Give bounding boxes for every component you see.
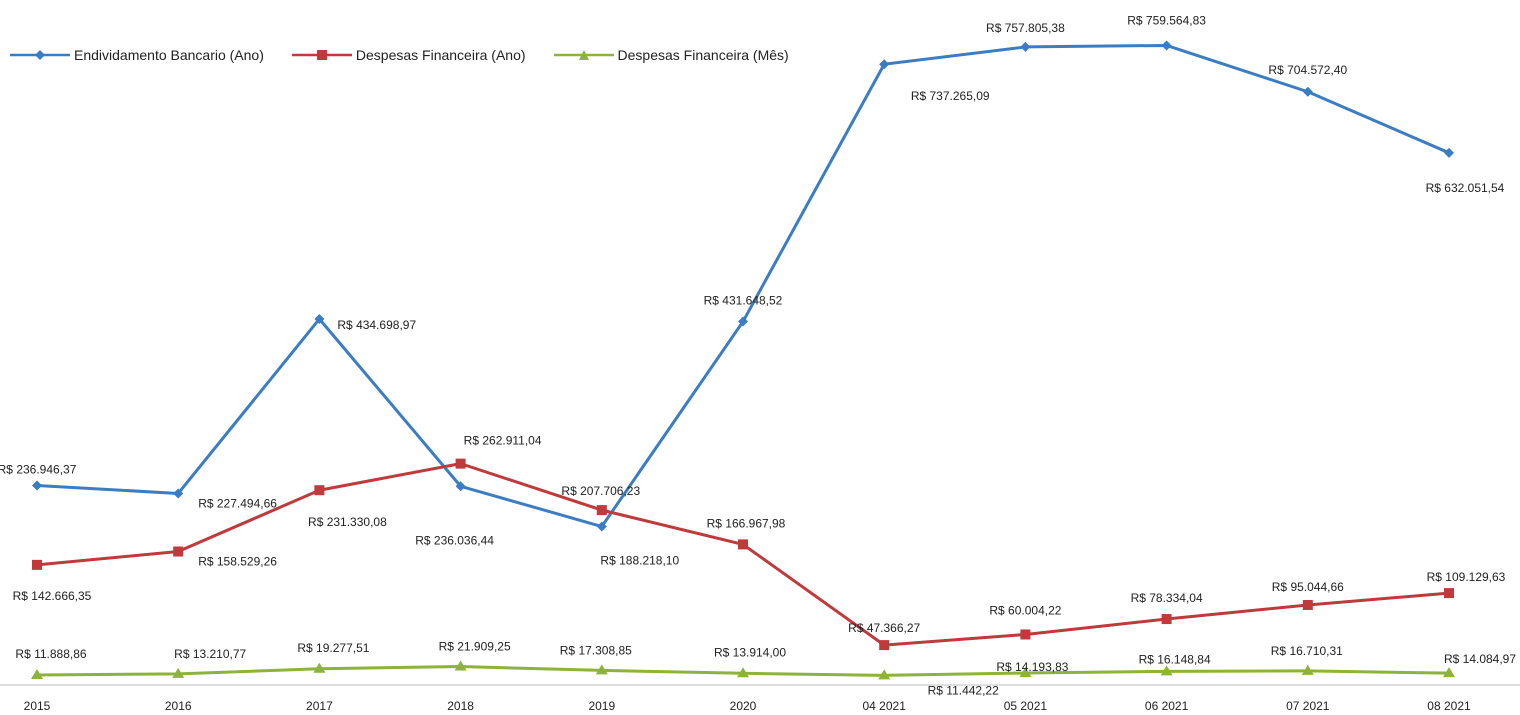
legend-label-despesas-ano: Despesas Financeira (Ano)	[355, 47, 526, 63]
data-label: R$ 13.210,77	[174, 647, 246, 661]
data-point	[173, 546, 184, 557]
legend: Endividamento Bancario (Ano) Despesas Fi…	[10, 47, 789, 63]
x-tick-label: 2015	[24, 699, 51, 713]
data-point	[595, 664, 608, 675]
x-tick-label: 2016	[165, 699, 192, 713]
x-tick-label: 2018	[447, 699, 474, 713]
data-label: R$ 431.648,52	[704, 294, 783, 308]
data-point	[1020, 41, 1031, 52]
data-label: R$ 95.044,66	[1272, 580, 1344, 594]
data-label: R$ 236.946,37	[0, 462, 77, 476]
data-label: R$ 16.148,84	[1139, 652, 1211, 666]
data-label: R$ 262.911,04	[464, 434, 542, 448]
data-label: R$ 166.967,98	[707, 516, 786, 530]
data-label: R$ 227.494,66	[198, 496, 277, 510]
legend-marker-endividamento	[10, 50, 70, 60]
data-point	[737, 667, 749, 678]
data-point	[738, 539, 748, 550]
data-point	[172, 667, 185, 678]
data-label: R$ 11.888,86	[15, 647, 86, 661]
data-label: R$ 158.529,26	[198, 555, 277, 569]
data-label: R$ 737.265,09	[911, 89, 990, 103]
data-point	[1160, 665, 1173, 676]
data-label: R$ 759.564,83	[1127, 13, 1206, 27]
data-point	[738, 316, 748, 327]
data-label: R$ 188.218,10	[600, 554, 679, 568]
x-tick-label: 2020	[730, 699, 757, 713]
data-point	[596, 521, 607, 532]
data-label: R$ 14.193,83	[996, 660, 1068, 674]
legend-marker-despesas-ano	[291, 50, 352, 60]
data-point	[31, 668, 43, 679]
legend-label-endividamento: Endividamento Bancario (Ano)	[74, 47, 264, 63]
data-label: R$ 632.051,54	[1426, 181, 1505, 195]
data-label: R$ 47.366,27	[848, 621, 920, 635]
data-label: R$ 434.698,97	[337, 318, 416, 332]
data-label: R$ 704.572,40	[1268, 63, 1347, 77]
x-tick-label: 2017	[306, 699, 333, 713]
x-tick-label: 06 2021	[1145, 699, 1189, 713]
data-label: R$ 231.330,08	[308, 515, 387, 529]
x-tick-label: 2019	[588, 699, 615, 713]
x-tick-label: 07 2021	[1286, 699, 1330, 713]
data-label: R$ 14.084,97	[1444, 652, 1516, 666]
data-point	[878, 669, 891, 680]
data-point	[313, 662, 326, 673]
data-label: R$ 60.004,22	[989, 603, 1061, 617]
data-label: R$ 142.666,35	[13, 589, 92, 603]
data-point	[455, 481, 466, 492]
legend-item-despesas-ano: Despesas Financeira (Ano)	[291, 47, 526, 63]
legend-item-despesas-mes: Despesas Financeira (Mês)	[553, 47, 789, 63]
x-tick-label: 04 2021	[863, 699, 907, 713]
data-label: R$ 17.308,85	[560, 643, 632, 657]
data-point	[1302, 599, 1313, 610]
data-label: R$ 11.442,22	[928, 683, 999, 697]
data-label: R$ 207.706,23	[561, 484, 640, 498]
x-tick-label: 08 2021	[1427, 699, 1471, 713]
legend-marker-despesas-mes	[553, 50, 614, 60]
data-point	[879, 59, 890, 70]
data-label: R$ 13.914,00	[714, 645, 786, 659]
data-point	[1020, 629, 1031, 640]
data-point	[1302, 86, 1313, 97]
data-point	[1301, 664, 1314, 675]
legend-label-despesas-mes: Despesas Financeira (Mês)	[617, 47, 789, 63]
legend-item-endividamento: Endividamento Bancario (Ano)	[10, 47, 264, 63]
data-point	[32, 559, 42, 570]
data-point	[1444, 588, 1454, 599]
data-point	[454, 660, 467, 671]
series-line-0	[36, 43, 1450, 529]
data-point	[32, 480, 42, 491]
data-label: R$ 78.334,04	[1131, 591, 1203, 605]
data-label: R$ 19.277,51	[297, 641, 369, 655]
data-point	[879, 640, 890, 651]
data-label: R$ 236.036,44	[415, 533, 494, 547]
data-label: R$ 109.129,63	[1427, 570, 1506, 584]
data-point	[455, 458, 466, 469]
data-point	[1019, 667, 1032, 678]
data-label: R$ 757.805,38	[986, 21, 1065, 35]
data-label: R$ 21.909,25	[439, 640, 511, 654]
data-point	[596, 505, 607, 516]
data-point	[314, 313, 325, 324]
data-point	[1161, 614, 1172, 625]
data-point	[173, 488, 184, 499]
data-point	[314, 485, 325, 496]
data-label: R$ 16.710,31	[1271, 644, 1343, 658]
data-point	[1161, 40, 1172, 51]
x-tick-label: 05 2021	[1004, 699, 1048, 713]
data-point	[1444, 147, 1454, 158]
data-point	[1443, 667, 1455, 678]
